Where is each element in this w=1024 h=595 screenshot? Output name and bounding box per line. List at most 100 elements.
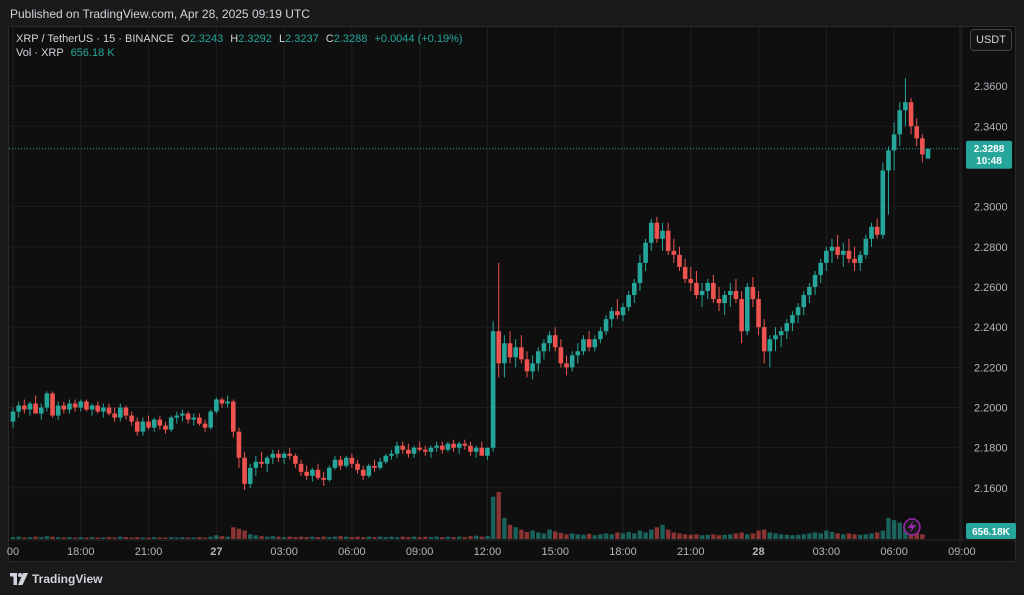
candle-body[interactable] xyxy=(112,413,117,418)
candle-body[interactable] xyxy=(423,449,428,452)
candle-body[interactable] xyxy=(750,287,756,300)
candle-body[interactable] xyxy=(886,150,891,171)
candle-body[interactable] xyxy=(134,421,140,432)
candle-body[interactable] xyxy=(564,363,569,368)
candle-body[interactable] xyxy=(790,315,795,324)
candle-body[interactable] xyxy=(84,401,89,410)
candle-body[interactable] xyxy=(908,102,914,127)
candle-body[interactable] xyxy=(756,299,761,328)
candle-body[interactable] xyxy=(434,445,439,448)
candle-body[interactable] xyxy=(818,262,823,275)
candle-body[interactable] xyxy=(773,335,778,340)
candle-body[interactable] xyxy=(733,291,739,300)
candle-body[interactable] xyxy=(846,250,852,259)
candle-body[interactable] xyxy=(496,331,502,364)
candle-body[interactable] xyxy=(541,343,547,352)
candle-body[interactable] xyxy=(468,445,473,452)
candle-body[interactable] xyxy=(609,311,615,320)
candle-body[interactable] xyxy=(677,254,682,267)
candle-body[interactable] xyxy=(914,126,920,139)
candle-body[interactable] xyxy=(338,459,343,466)
candle-body[interactable] xyxy=(874,226,880,235)
candle-body[interactable] xyxy=(72,403,78,408)
candle-body[interactable] xyxy=(304,471,310,476)
candle-body[interactable] xyxy=(863,238,869,255)
candle-body[interactable] xyxy=(615,311,620,316)
candle-body[interactable] xyxy=(507,343,513,358)
candle-body[interactable] xyxy=(626,295,631,308)
candle-body[interactable] xyxy=(643,242,648,263)
candle-body[interactable] xyxy=(168,417,174,430)
candle-body[interactable] xyxy=(406,449,411,454)
candle-body[interactable] xyxy=(840,250,846,255)
candle-body[interactable] xyxy=(197,417,202,424)
candle-body[interactable] xyxy=(287,453,293,456)
candle-body[interactable] xyxy=(27,403,33,410)
candle-body[interactable] xyxy=(310,469,315,476)
candle-body[interactable] xyxy=(326,467,332,480)
candle-body[interactable] xyxy=(705,282,711,292)
candle-body[interactable] xyxy=(490,331,496,448)
candle-body[interactable] xyxy=(106,407,112,414)
candle-body[interactable] xyxy=(38,407,44,414)
candle-body[interactable] xyxy=(276,453,281,458)
candle-body[interactable] xyxy=(332,459,338,468)
candle-body[interactable] xyxy=(857,254,863,263)
candle-body[interactable] xyxy=(33,403,38,414)
candle-body[interactable] xyxy=(648,222,654,243)
candle-body[interactable] xyxy=(784,323,790,332)
candle-body[interactable] xyxy=(852,258,857,263)
candle-body[interactable] xyxy=(377,461,383,468)
candle-body[interactable] xyxy=(581,339,586,352)
candle-body[interactable] xyxy=(920,138,925,155)
candle-body[interactable] xyxy=(869,226,874,239)
candle-body[interactable] xyxy=(411,447,417,454)
candle-body[interactable] xyxy=(293,455,298,464)
candle-body[interactable] xyxy=(163,425,168,430)
candle-body[interactable] xyxy=(699,291,705,296)
candle-body[interactable] xyxy=(315,469,321,478)
candle-body[interactable] xyxy=(174,415,180,418)
candle-body[interactable] xyxy=(739,299,744,332)
candle-body[interactable] xyxy=(586,339,592,348)
candle-body[interactable] xyxy=(123,407,129,416)
tradingview-logo[interactable]: TradingView xyxy=(10,572,102,586)
candle-body[interactable] xyxy=(569,355,575,368)
candle-body[interactable] xyxy=(598,331,603,340)
candle-body[interactable] xyxy=(355,463,360,470)
candle-body[interactable] xyxy=(761,327,767,352)
candle-body[interactable] xyxy=(61,405,67,410)
candle-body[interactable] xyxy=(428,447,434,452)
candle-body[interactable] xyxy=(502,343,507,364)
candle-body[interactable] xyxy=(592,339,598,348)
candle-body[interactable] xyxy=(264,457,270,464)
candle-body[interactable] xyxy=(688,278,694,283)
candle-body[interactable] xyxy=(462,443,468,446)
candle-body[interactable] xyxy=(665,230,671,251)
candle-body[interactable] xyxy=(801,295,807,308)
price-chart[interactable]: 2.1600 2.1800 2.2000 2.2200 2.2400 2.2600 2.28… xyxy=(0,0,1024,562)
candle-body[interactable] xyxy=(270,453,276,458)
candle-body[interactable] xyxy=(67,403,72,410)
candle-body[interactable] xyxy=(50,393,55,416)
candle-body[interactable] xyxy=(214,399,219,412)
candle-body[interactable] xyxy=(185,413,191,420)
candle-body[interactable] xyxy=(558,347,564,364)
candle-body[interactable] xyxy=(383,455,389,462)
candle-body[interactable] xyxy=(903,102,908,111)
candle-body[interactable] xyxy=(660,230,665,239)
candle-body[interactable] xyxy=(366,465,372,476)
candle-body[interactable] xyxy=(722,295,727,304)
candle-body[interactable] xyxy=(140,421,146,432)
candle-body[interactable] xyxy=(682,266,688,279)
candle-body[interactable] xyxy=(519,347,524,360)
candle-body[interactable] xyxy=(349,457,355,464)
candle-body[interactable] xyxy=(129,415,134,422)
candle-body[interactable] xyxy=(631,282,637,296)
candle-body[interactable] xyxy=(191,417,197,420)
candle-body[interactable] xyxy=(880,170,886,235)
candle-body[interactable] xyxy=(259,461,264,464)
candle-body[interactable] xyxy=(812,274,818,287)
candle-body[interactable] xyxy=(157,419,163,426)
candle-body[interactable] xyxy=(603,319,609,332)
